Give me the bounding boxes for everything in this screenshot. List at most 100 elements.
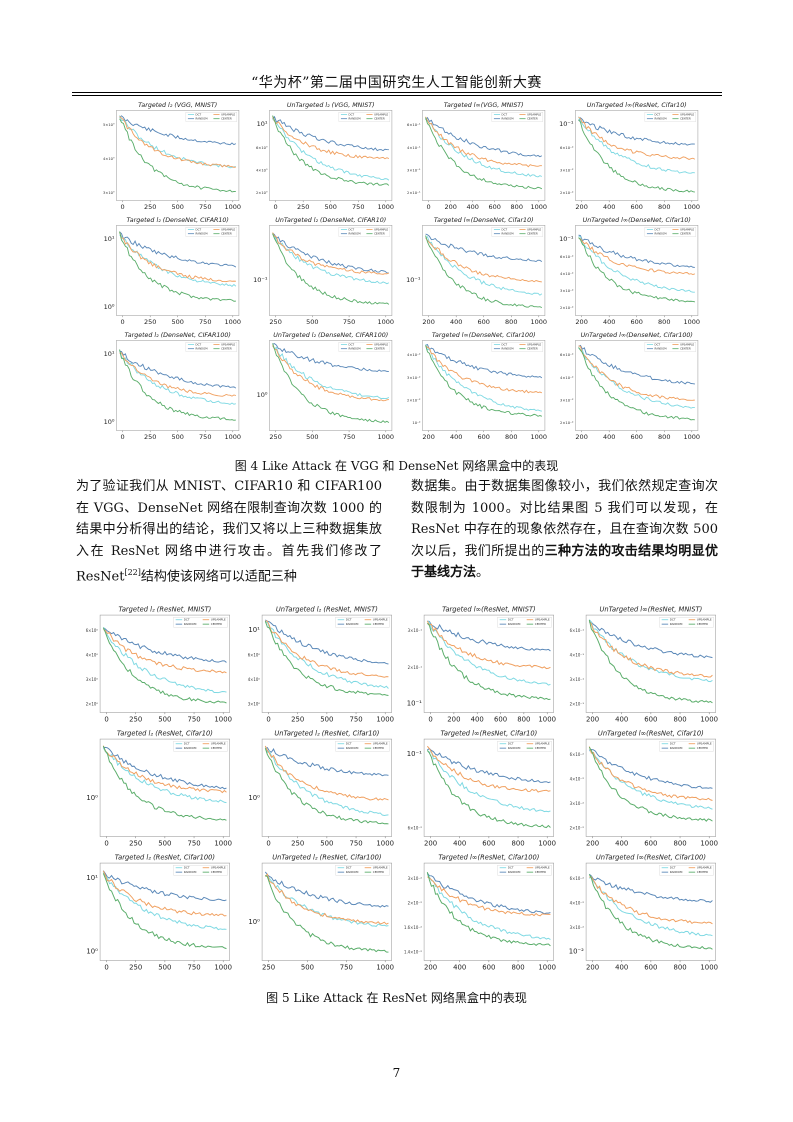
x-tick-label: 1000 <box>378 318 395 326</box>
y-tick-label: 3×10⁻¹ <box>570 677 585 682</box>
x-tick-label: 1000 <box>376 963 394 971</box>
x-tick-label: 250 <box>144 203 156 211</box>
y-tick-label: 2×10⁻¹ <box>570 701 585 706</box>
subplot-svg: UnTargeted l∞(DenseNet, Cifar100) DCTRAND… <box>560 331 700 441</box>
curve-dct <box>588 619 713 683</box>
legend-label: UPSAMPLE <box>527 342 541 346</box>
axes-frame <box>99 862 230 961</box>
curve-dct <box>272 233 390 285</box>
legend-label: RANDOM <box>655 231 668 235</box>
legend-label: DCT <box>670 866 676 870</box>
curve-dct <box>589 876 713 937</box>
curve-random <box>103 627 227 663</box>
legend-label: DCT <box>502 227 508 231</box>
y-tick-label: 10⁻² <box>412 421 421 425</box>
subplot-title: UnTargeted l∞(ResNet, Cifar100) <box>596 854 706 862</box>
curve-upsample <box>119 232 236 283</box>
body-text-left: 为了验证我们从 MNIST、CIFAR10 和 CIFAR100 在 VGG、D… <box>76 479 382 585</box>
y-tick-label: 10¹ <box>248 626 260 634</box>
subplot-title: UnTargeted l∞(ResNet, MNIST) <box>600 606 703 614</box>
x-tick-label: 400 <box>615 715 628 723</box>
legend-label: CENTER <box>535 622 546 626</box>
legend-label: DCT <box>502 342 508 346</box>
curve-dct <box>425 236 543 296</box>
y-tick-label: 6×10⁰ <box>86 628 99 633</box>
x-tick-label: 400 <box>615 839 628 847</box>
x-tick-label: 200 <box>422 433 434 441</box>
y-tick-label: 3×10⁰ <box>248 701 261 706</box>
axes-frame <box>422 340 546 431</box>
legend-box <box>491 112 544 122</box>
legend-label: CENTER <box>680 346 691 350</box>
curve-center <box>588 746 713 822</box>
y-tick-label: 3×10⁻² <box>570 925 585 930</box>
axes-frame <box>585 862 716 961</box>
x-tick-label: 0 <box>266 839 270 847</box>
legend-label: DCT <box>508 866 514 870</box>
curve-center <box>119 118 236 193</box>
legend-label: RANDOM <box>196 116 209 120</box>
x-tick-label: 500 <box>325 203 337 211</box>
x-tick-label: 1000 <box>378 203 395 211</box>
y-tick-label: 2×10⁻² <box>560 306 574 310</box>
x-tick-label: 800 <box>511 963 524 971</box>
axes-frame <box>585 614 716 713</box>
legend-label: RANDOM <box>670 622 683 626</box>
subplot: Targeted l∞(ResNet, Cifar100) DCT RANDOM UP… <box>396 852 558 976</box>
axes-frame <box>99 614 230 713</box>
y-tick-label: 10⁻² <box>569 947 584 955</box>
axes-frame <box>269 110 393 201</box>
legend-label: UPSAMPLE <box>221 112 235 116</box>
legend-box <box>497 741 552 752</box>
x-tick-label: 500 <box>306 433 318 441</box>
curve-random <box>265 746 389 777</box>
y-tick-label: 3×10⁻² <box>560 289 574 293</box>
y-tick-label: 10⁻¹ <box>407 750 422 758</box>
curve-center <box>425 235 543 309</box>
curve-random <box>265 619 389 665</box>
y-tick-label: 6×10⁰ <box>248 653 261 658</box>
curve-dct <box>425 117 543 178</box>
x-tick-label: 800 <box>511 203 523 211</box>
legend-label: UPSAMPLE <box>527 112 541 116</box>
x-tick-label: 750 <box>199 433 211 441</box>
curve-upsample <box>272 116 390 160</box>
subplot-title: Targeted l₂ (DenseNet, CIFAR10) <box>127 216 229 224</box>
legend-box <box>659 617 714 628</box>
legend-box <box>644 112 697 122</box>
x-tick-label: 200 <box>586 839 599 847</box>
legend-label: UPSAMPLE <box>680 227 694 231</box>
curve-dct <box>578 116 695 174</box>
legend-label: UPSAMPLE <box>374 227 388 231</box>
subplot: UnTargeted l₂ (ResNet, Cifar10) DCT RANDOM… <box>234 728 396 852</box>
x-tick-label: 200 <box>424 963 437 971</box>
x-tick-label: 0 <box>121 318 125 326</box>
legend-label: RANDOM <box>346 622 359 626</box>
x-tick-label: 250 <box>291 715 304 723</box>
legend-label: UPSAMPLE <box>535 866 550 870</box>
axes-frame <box>269 225 393 316</box>
curve-center <box>265 875 389 953</box>
curve-random <box>119 115 237 146</box>
x-tick-label: 600 <box>494 715 507 723</box>
y-tick-label: 2×10⁻² <box>408 901 423 906</box>
legend-label: DCT <box>346 866 352 870</box>
subplot: Targeted l₂ (DenseNet, CIFAR100) DCT RANDO… <box>90 330 243 445</box>
subplot-svg: UnTargeted l₂ (DenseNet, CIFAR10) DCTRAND… <box>253 216 395 326</box>
legend-label: UPSAMPLE <box>535 618 550 622</box>
legend-label: RANDOM <box>349 116 362 120</box>
subplot-title: Targeted l₂ (ResNet, Cifar10) <box>117 730 213 738</box>
x-tick-label: 250 <box>269 433 281 441</box>
subplot-title: UnTargeted l₂ (ResNet, MNIST) <box>276 606 378 614</box>
y-tick-label: 4×10⁰ <box>248 677 261 682</box>
curve-dct <box>272 345 390 400</box>
x-tick-label: 400 <box>450 318 462 326</box>
curve-dct <box>102 871 227 931</box>
legend-label: CENTER <box>374 346 385 350</box>
curve-upsample <box>427 876 551 917</box>
x-tick-label: 500 <box>158 963 171 971</box>
x-tick-label: 750 <box>199 203 211 211</box>
subplot: UnTargeted l∞(DenseNet, Cifar100) DCT RAND… <box>549 330 702 445</box>
legend-box <box>335 617 390 628</box>
